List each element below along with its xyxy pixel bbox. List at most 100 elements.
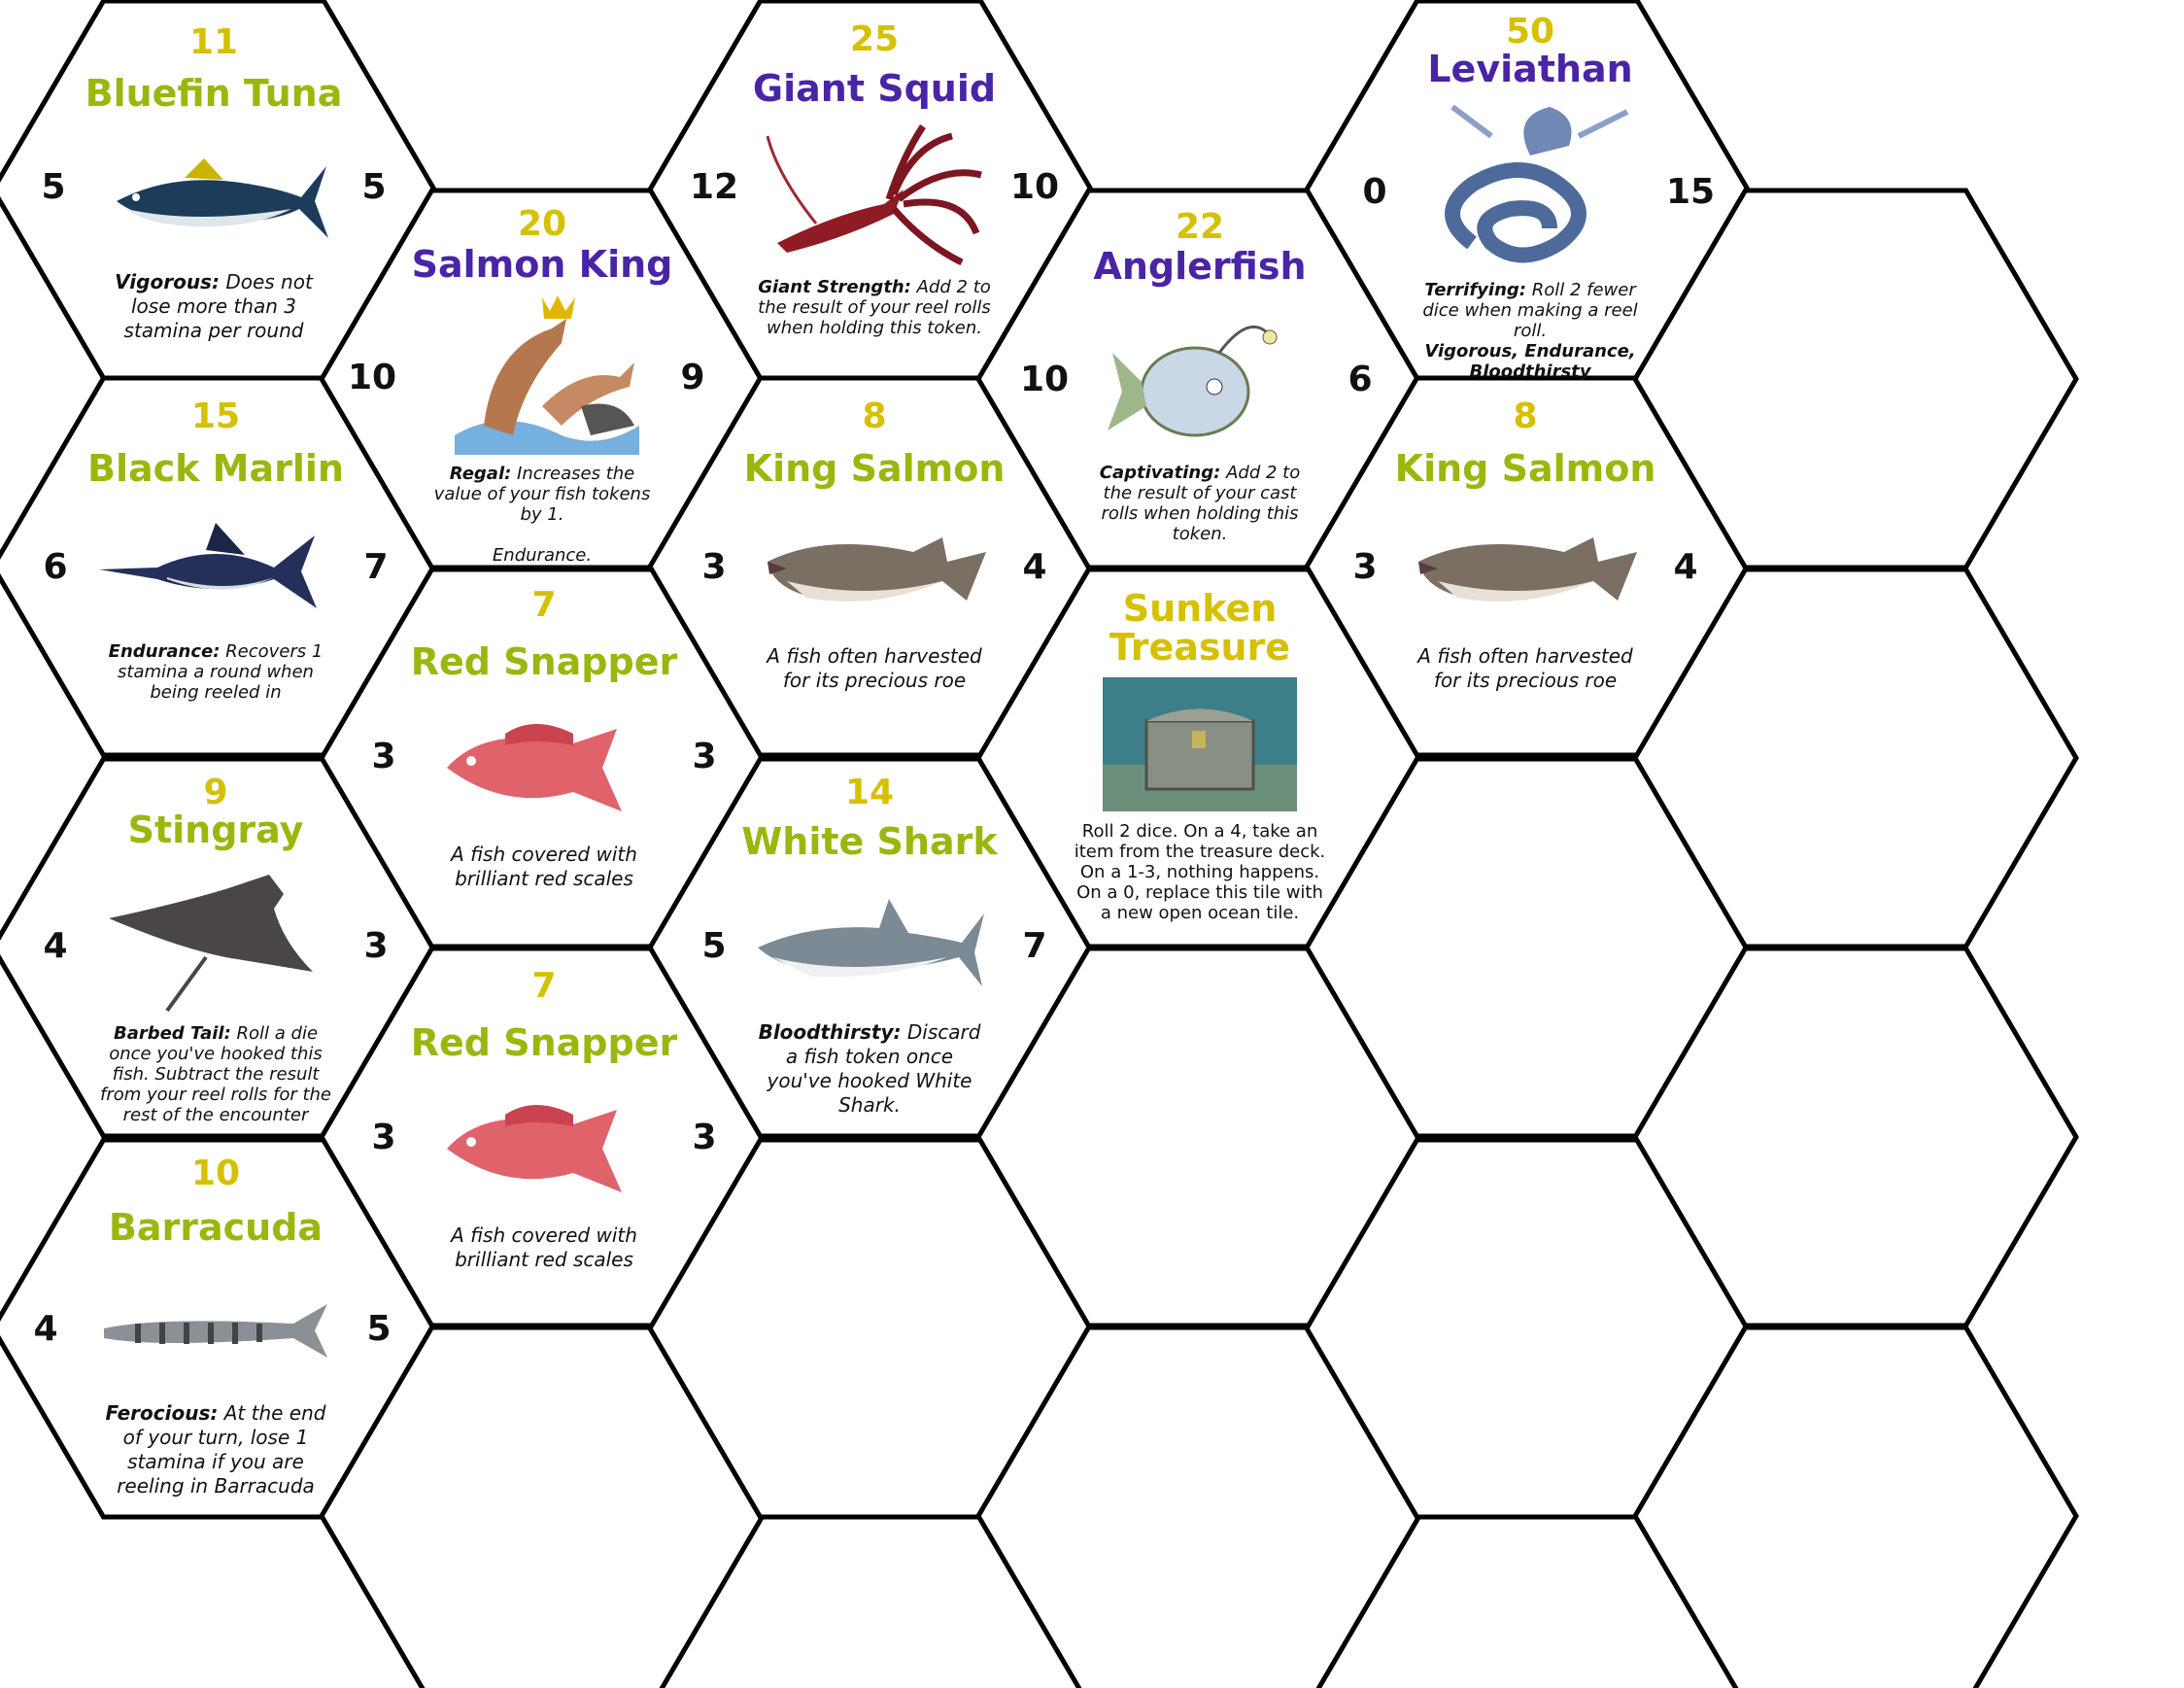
- tuna-icon: [97, 131, 330, 258]
- right-number: 4: [1022, 547, 1047, 587]
- tile-name: Giant Squid: [752, 67, 997, 110]
- tile-value: 50: [1505, 12, 1555, 52]
- tile-name: Black Marlin: [87, 447, 344, 490]
- right-number: 7: [1022, 926, 1047, 966]
- tile-name: Barracuda: [108, 1206, 324, 1249]
- ability-text: Does not lose more than 3 stamina per ro…: [123, 270, 313, 342]
- right-number: 3: [363, 926, 389, 966]
- tile-leviathan[interactable]: 50 Leviathan 0 15 Terrifying: Roll 2 few…: [1362, 12, 1715, 382]
- tile-name: King Salmon: [1394, 447, 1656, 490]
- left-number: 3: [1352, 547, 1378, 587]
- tile-value: 9: [203, 773, 228, 812]
- tile-king-salmon[interactable]: 8 King Salmon 3 4 A fish often harvested…: [701, 396, 1046, 727]
- right-number: 5: [361, 167, 387, 207]
- tile-name: Anglerfish: [1093, 245, 1307, 288]
- squid-icon: [758, 117, 991, 272]
- tile-red-snapper[interactable]: 7 Red Snapper 3 3 A fish covered with br…: [371, 966, 716, 1299]
- tile-black-marlin[interactable]: 15 Black Marlin 6 7 Endurance: Recovers …: [43, 396, 388, 727]
- ability-text: Roll 2 fewer dice when making a reel rol…: [1422, 280, 1638, 341]
- left-number: 10: [347, 358, 397, 397]
- tile-value: 10: [190, 1154, 241, 1193]
- ability-name: Terrifying:: [1424, 280, 1526, 300]
- right-number: 3: [692, 737, 717, 776]
- right-number: 6: [1348, 360, 1373, 399]
- shark-icon: [753, 884, 986, 1011]
- tile-description: Barbed Tail: Roll a die once you've hook…: [99, 1023, 332, 1125]
- left-number: 4: [33, 1309, 58, 1349]
- tile-value: 8: [862, 396, 887, 436]
- tile-value: 25: [849, 19, 900, 59]
- ability-text: Discard a fish token once you've hooked …: [767, 1020, 981, 1117]
- ability-name: Barbed Tail:: [113, 1023, 231, 1044]
- tile-king-salmon[interactable]: 8 King Salmon 3 4 A fish often harvested…: [1352, 396, 1697, 727]
- tile-bluefin-tuna[interactable]: 11 Bluefin Tuna 5 5 Vigorous: Does not l…: [41, 19, 386, 350]
- anglerfish-icon: [1083, 294, 1316, 460]
- sea-serpent-icon: [1414, 97, 1647, 272]
- left-number: 3: [371, 1118, 396, 1157]
- ability-text: At the end of your turn, lose 1 stamina …: [117, 1401, 326, 1498]
- stingray-icon: [99, 865, 332, 1020]
- tile-name: Treasure: [1109, 626, 1291, 669]
- ability-text: Recovers 1 stamina a round when being re…: [118, 641, 324, 703]
- keyword-text: Vigorous, Endurance, Bloodthirsty: [1424, 341, 1636, 382]
- tile-name: King Salmon: [743, 447, 1006, 490]
- right-number: 5: [366, 1309, 392, 1349]
- crowned-salmon-icon: [426, 290, 659, 460]
- tile-barracuda[interactable]: 10 Barracuda 4 5 Ferocious: At the end o…: [33, 1154, 391, 1498]
- tile-description: A fish often harvested for its precious …: [767, 644, 982, 692]
- tile-description: Bloodthirsty: Discard a fish token once …: [753, 1020, 986, 1118]
- tile-description: Giant Strength: Add 2 to the result of y…: [758, 277, 991, 338]
- keyword-text: Endurance.: [492, 545, 593, 566]
- tile-stingray[interactable]: 9 Stingray 4 3 Barbed Tail: Roll a die o…: [43, 773, 388, 1125]
- left-number: 3: [701, 547, 727, 587]
- tile-name: Sunken: [1122, 587, 1278, 630]
- tile-red-snapper[interactable]: 7 Red Snapper 3 3 A fish covered with br…: [371, 585, 716, 918]
- tile-description: Captivating: Add 2 to the result of your…: [1083, 463, 1316, 544]
- left-number: 5: [41, 167, 66, 207]
- left-number: 4: [43, 926, 68, 966]
- tile-name: Leviathan: [1427, 48, 1633, 90]
- ability-text: Add 2 to the result of your reel rolls w…: [758, 277, 991, 338]
- right-number: 9: [680, 358, 705, 397]
- hex-cell[interactable]: [1632, 1325, 2079, 1688]
- ability-name: Regal:: [449, 464, 512, 484]
- barracuda-icon: [99, 1270, 332, 1396]
- tile-value: 7: [531, 585, 557, 625]
- marlin-icon: [99, 511, 332, 637]
- ability-text: Increases the value of your fish tokens …: [433, 464, 651, 525]
- tile-name: Red Snapper: [410, 1021, 678, 1064]
- left-number: 12: [689, 167, 739, 207]
- ability-name: Giant Strength:: [758, 277, 911, 297]
- right-number: 3: [692, 1118, 717, 1157]
- tile-name: White Shark: [741, 820, 998, 863]
- tile-description: A fish covered with brilliant red scales: [451, 1223, 637, 1271]
- left-number: 5: [701, 926, 727, 966]
- tile-name: Red Snapper: [410, 640, 678, 683]
- left-number: 6: [43, 547, 68, 587]
- ability-text: Add 2 to the result of your cast rolls w…: [1101, 463, 1301, 544]
- tile-giant-squid[interactable]: 25 Giant Squid 12 10 Giant Strength: Add…: [690, 19, 1059, 350]
- tile-description: Roll 2 dice. On a 4, take an item from t…: [1074, 821, 1326, 923]
- tile-value: 20: [517, 204, 567, 244]
- tile-anglerfish[interactable]: 22 Anglerfish 10 6 Captivating: Add 2 to…: [1020, 207, 1373, 544]
- snapper-icon: [427, 1085, 661, 1212]
- salmon-icon: [1409, 508, 1642, 635]
- tile-description: Terrifying: Roll 2 fewer dice when makin…: [1414, 280, 1647, 382]
- tile-sunken-treasure[interactable]: Sunken Treasure Roll 2 dice. On a 4, tak…: [1054, 587, 1346, 923]
- ability-name: Bloodthirsty:: [758, 1020, 902, 1044]
- tile-salmon-king[interactable]: 20 Salmon King 10 9 Regal: Increases the…: [348, 204, 705, 566]
- ability-name: Endurance:: [108, 641, 221, 662]
- tile-value: 15: [190, 396, 241, 436]
- snapper-icon: [427, 705, 661, 831]
- ability-name: Vigorous:: [115, 270, 220, 293]
- tile-value: 22: [1175, 207, 1225, 247]
- tile-description: Ferocious: At the end of your turn, lose…: [99, 1401, 332, 1499]
- tile-white-shark[interactable]: 14 White Shark 5 7 Bloodthirsty: Discard…: [701, 773, 1046, 1117]
- tile-value: 8: [1513, 396, 1538, 436]
- tile-description: A fish covered with brilliant red scales: [451, 843, 637, 890]
- tile-name: Stingray: [127, 809, 304, 851]
- treasure-chest-icon: [1103, 677, 1297, 811]
- tile-value: 14: [844, 773, 895, 812]
- right-number: 7: [363, 547, 389, 587]
- right-number: 4: [1673, 547, 1698, 587]
